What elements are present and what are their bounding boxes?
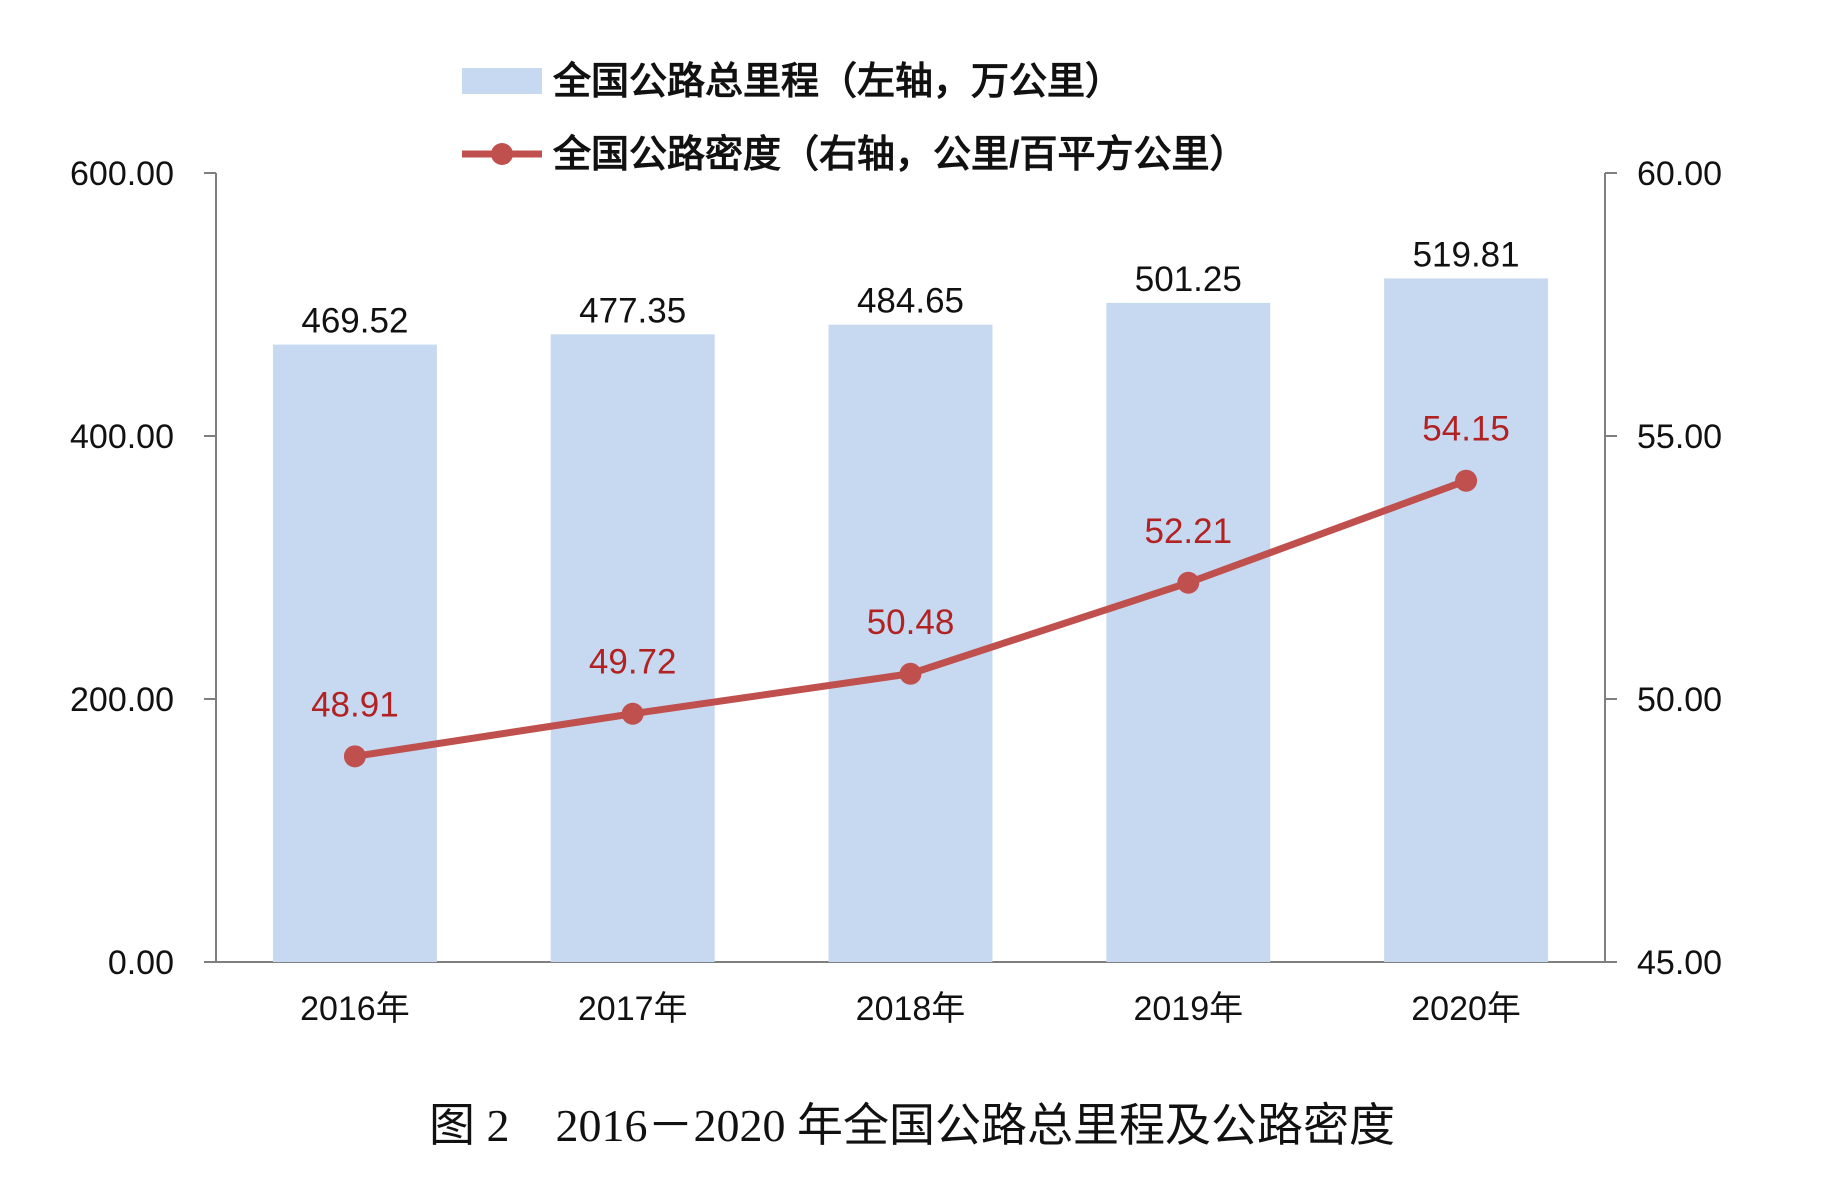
bar-2017年 — [550, 334, 715, 962]
bar-value-label: 469.52 — [301, 302, 408, 341]
x-category-label: 2019年 — [1133, 990, 1243, 1028]
x-category-label: 2017年 — [578, 990, 688, 1028]
x-axis-categories: 2016年 2017年 2018年 2019年 2020年 — [300, 990, 1521, 1028]
legend-line-marker — [491, 143, 513, 165]
left-tick-label: 600.00 — [70, 155, 174, 193]
legend-line-label: 全国公路密度（右轴，公里/百平方公里） — [552, 133, 1248, 176]
left-tick-label: 200.00 — [70, 681, 174, 719]
left-axis-ticks: 0.00 200.00 400.00 600.00 — [70, 155, 216, 982]
bar-2020年 — [1384, 278, 1549, 963]
bar-value-label: 501.25 — [1135, 260, 1242, 299]
bar-value-label: 477.35 — [579, 291, 686, 330]
figure-caption: 图 2 2016－2020 年全国公路总里程及公路密度 — [429, 1100, 1395, 1151]
bar-value-label: 519.81 — [1413, 235, 1520, 274]
density-point — [621, 702, 644, 725]
bar-2018年 — [828, 324, 993, 962]
x-category-label: 2020年 — [1411, 990, 1521, 1028]
right-tick-label: 60.00 — [1637, 155, 1722, 193]
density-value-label: 52.21 — [1145, 512, 1233, 551]
density-value-label: 48.91 — [311, 685, 399, 724]
left-tick-label: 0.00 — [108, 944, 174, 982]
density-point — [1455, 469, 1478, 492]
legend-bar-swatch — [462, 68, 542, 94]
legend: 全国公路总里程（左轴，万公里） 全国公路密度（右轴，公里/百平方公里） — [462, 60, 1248, 176]
right-axis-ticks: 45.00 50.00 55.00 60.00 — [1605, 155, 1722, 982]
bar-series — [272, 278, 1549, 963]
left-tick-label: 400.00 — [70, 418, 174, 456]
line-data-labels: 48.91 49.72 50.48 52.21 54.15 — [311, 410, 1510, 725]
density-point — [899, 662, 922, 685]
x-category-label: 2016年 — [300, 990, 410, 1028]
bar-2019年 — [1106, 302, 1271, 962]
right-tick-label: 50.00 — [1637, 681, 1722, 719]
density-value-label: 50.48 — [867, 603, 955, 642]
x-category-label: 2018年 — [856, 990, 966, 1028]
bar-value-label: 484.65 — [857, 282, 964, 321]
line-series — [343, 469, 1478, 768]
bar-2016年 — [272, 344, 437, 963]
density-point — [1177, 571, 1200, 594]
density-value-label: 49.72 — [589, 643, 677, 682]
right-tick-label: 45.00 — [1637, 944, 1722, 982]
bar-data-labels: 469.52 477.35 484.65 501.25 519.81 — [301, 235, 1519, 340]
density-point — [343, 745, 366, 768]
legend-bar-label: 全国公路总里程（左轴，万公里） — [552, 60, 1123, 103]
density-value-label: 54.15 — [1422, 410, 1510, 449]
right-tick-label: 55.00 — [1637, 418, 1722, 456]
